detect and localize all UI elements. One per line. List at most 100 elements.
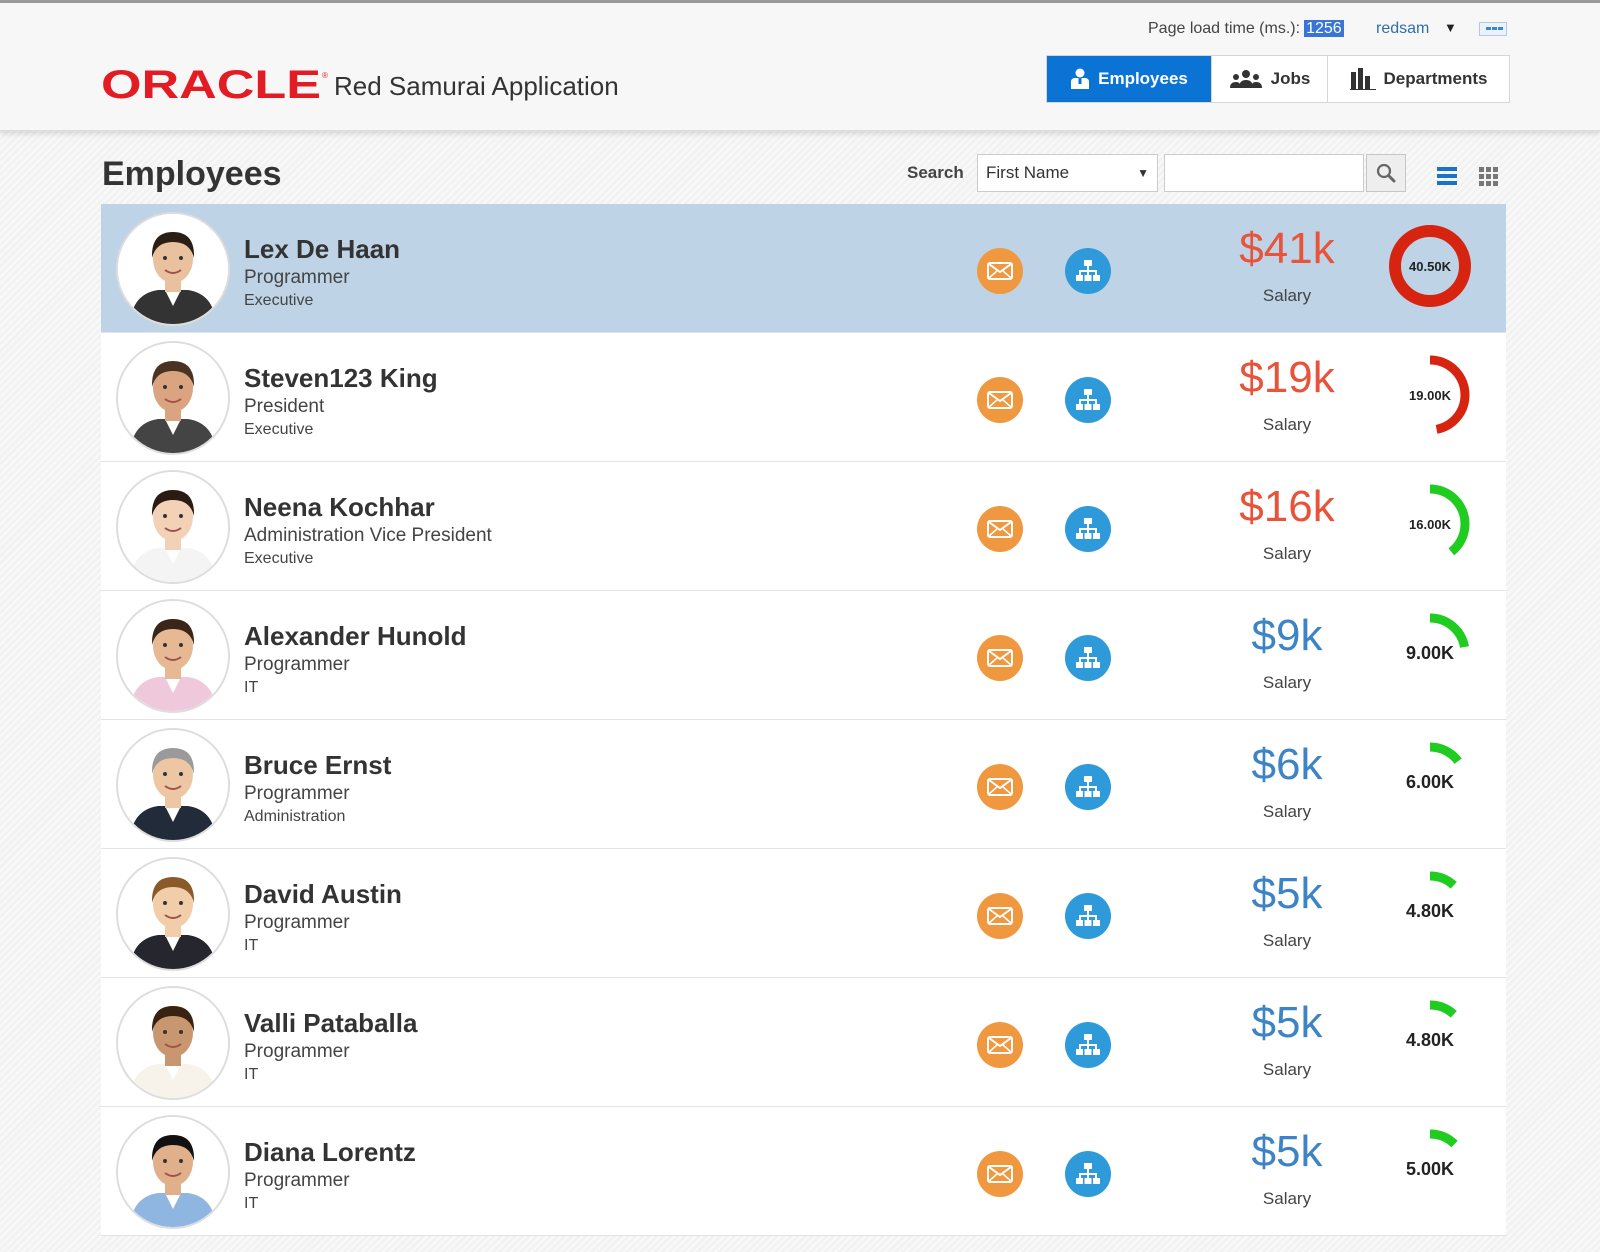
mail-icon — [987, 520, 1013, 538]
salary-gauge-label: 16.00K — [1409, 516, 1451, 532]
user-menu[interactable]: redsam — [1376, 20, 1430, 37]
employee-name[interactable]: Lex De Haan — [244, 234, 401, 264]
mail-icon — [987, 907, 1013, 925]
salary-gauge-label: 9.00K — [1405, 642, 1455, 663]
salary-gauge-arc — [1389, 225, 1471, 307]
salary-gauge — [1390, 355, 1470, 435]
employee-job: Programmer — [244, 912, 350, 933]
caret-down-icon[interactable]: ▼ — [1444, 20, 1457, 35]
mail-icon — [987, 391, 1013, 409]
salary-label: Salary — [1262, 415, 1312, 434]
grid-view-icon[interactable] — [1478, 166, 1500, 186]
org-chart-icon — [1076, 647, 1100, 668]
email-button[interactable] — [977, 377, 1023, 423]
email-button[interactable] — [977, 248, 1023, 294]
salary-value: $19k — [1239, 353, 1335, 402]
org-chart-button[interactable] — [1065, 1022, 1111, 1068]
page-load-time-label: Page load time (ms.): — [1148, 20, 1301, 37]
org-chart-button[interactable] — [1065, 635, 1111, 681]
salary-gauge-label: 19.00K — [1409, 387, 1451, 403]
employee-row[interactable]: Steven123 King President Executive $19k Sala… — [101, 333, 1506, 462]
tab-employees[interactable]: Employees — [1047, 56, 1211, 102]
tab-employees-label: Employees — [1098, 69, 1188, 88]
employee-avatar — [116, 1115, 230, 1229]
employee-department: IT — [244, 1195, 259, 1212]
employee-row[interactable]: Lex De Haan Programmer Executive $41k Salary… — [101, 204, 1506, 333]
salary-value: $5k — [1251, 1127, 1323, 1176]
tab-departments[interactable]: Departments — [1327, 56, 1509, 102]
email-button[interactable] — [977, 635, 1023, 681]
people-group-icon — [1229, 70, 1262, 88]
page-load-time-value: 1256 — [1304, 20, 1344, 37]
employee-name[interactable]: Neena Kochhar — [244, 492, 435, 522]
org-chart-button[interactable] — [1065, 248, 1111, 294]
salary-value: $16k — [1239, 482, 1335, 531]
salary-label: Salary — [1262, 931, 1312, 950]
tab-jobs[interactable]: Jobs — [1211, 56, 1327, 102]
search-input[interactable] — [1164, 154, 1364, 192]
employee-avatar — [116, 986, 230, 1100]
employee-row[interactable]: David Austin Programmer IT $5k Salary 4.80K — [101, 849, 1506, 978]
employee-row[interactable]: Alexander Hunold Programmer IT $9k Salary 9.0… — [101, 591, 1506, 720]
email-button[interactable] — [977, 1151, 1023, 1197]
salary-gauge-arc — [1390, 871, 1470, 951]
list-view-icon[interactable] — [1436, 166, 1458, 186]
salary-gauge-arc — [1390, 742, 1470, 822]
salary-value: $5k — [1251, 998, 1323, 1047]
email-button[interactable] — [977, 893, 1023, 939]
employee-name[interactable]: Alexander Hunold — [244, 621, 467, 651]
email-button[interactable] — [977, 764, 1023, 810]
more-options-icon[interactable] — [1479, 22, 1507, 36]
search-field-select[interactable]: First Name ▼ — [977, 154, 1158, 192]
employee-row[interactable]: Valli Pataballa Programmer IT $5k Salary 4.80… — [101, 978, 1506, 1107]
avatar-image — [118, 730, 228, 840]
main-nav: Employees Jobs Departments — [1046, 55, 1510, 103]
oracle-logo: ORACLE ® — [101, 64, 328, 104]
employee-name[interactable]: Diana Lorentz — [244, 1137, 416, 1167]
employee-name[interactable]: Valli Pataballa — [244, 1008, 418, 1038]
employee-name[interactable]: Bruce Ernst — [244, 750, 392, 780]
org-chart-button[interactable] — [1065, 377, 1111, 423]
employee-department: IT — [244, 679, 259, 696]
employee-icon — [1071, 68, 1090, 89]
employee-row[interactable]: Diana Lorentz Programmer IT $5k Salary 5.00K — [101, 1107, 1506, 1236]
salary-gauge-arc — [1390, 355, 1470, 435]
org-chart-button[interactable] — [1065, 764, 1111, 810]
salary-value: $41k — [1239, 224, 1335, 273]
email-button[interactable] — [977, 506, 1023, 552]
employee-department: IT — [244, 1066, 259, 1083]
salary-label: Salary — [1262, 286, 1312, 305]
email-button[interactable] — [977, 1022, 1023, 1068]
app-title: Red Samurai Application — [334, 71, 619, 101]
org-chart-button[interactable] — [1065, 1151, 1111, 1197]
salary-gauge-label: 6.00K — [1405, 771, 1455, 792]
employee-job: Programmer — [244, 783, 350, 804]
employee-row[interactable]: Bruce Ernst Programmer Administration $6k Sa… — [101, 720, 1506, 849]
salary-gauge-label: 4.80K — [1405, 1029, 1455, 1050]
employee-name[interactable]: David Austin — [244, 879, 402, 909]
salary-gauge-label: 4.80K — [1405, 900, 1455, 921]
employee-name[interactable]: Steven123 King — [244, 363, 438, 393]
tab-jobs-label: Jobs — [1270, 69, 1311, 88]
employee-row[interactable]: Neena Kochhar Administration Vice Preside… — [101, 462, 1506, 591]
avatar-image — [118, 214, 228, 324]
salary-gauge — [1390, 613, 1470, 693]
salary-gauge — [1390, 484, 1470, 564]
org-chart-button[interactable] — [1065, 506, 1111, 552]
salary-gauge — [1390, 1129, 1470, 1209]
search-button[interactable] — [1366, 154, 1406, 192]
employee-avatar — [116, 599, 230, 713]
employee-job: Programmer — [244, 1041, 350, 1062]
avatar-image — [118, 988, 228, 1098]
avatar-image — [118, 1117, 228, 1227]
employee-department: Executive — [244, 292, 314, 309]
org-chart-button[interactable] — [1065, 893, 1111, 939]
org-chart-icon — [1076, 1163, 1100, 1184]
org-chart-icon — [1076, 1034, 1100, 1055]
salary-label: Salary — [1262, 802, 1312, 821]
tab-departments-label: Departments — [1383, 69, 1488, 88]
search-label: Search — [907, 163, 964, 182]
salary-gauge-label: 40.50K — [1409, 258, 1451, 274]
employee-department: Executive — [244, 550, 314, 567]
search-icon — [1376, 163, 1396, 183]
